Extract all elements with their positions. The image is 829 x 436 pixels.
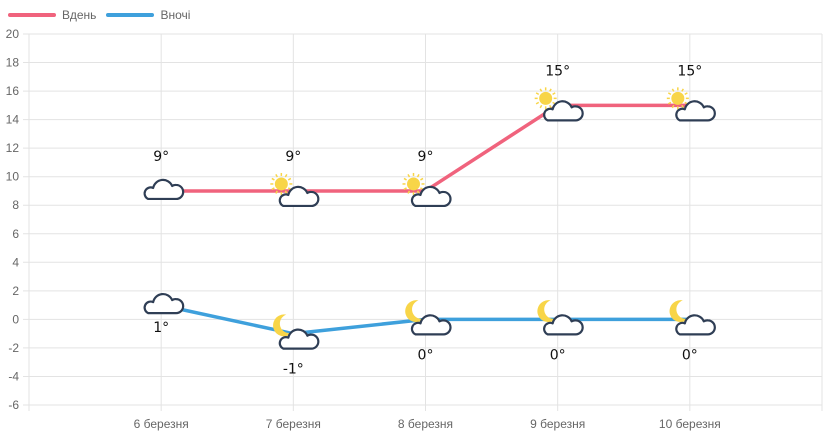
- cloudy-icon: [143, 178, 185, 201]
- temperature-label: 0°: [682, 347, 698, 363]
- y-tick-label: 10: [6, 170, 20, 184]
- y-tick-label: 18: [6, 56, 20, 70]
- legend-item-day[interactable]: Вдень: [8, 8, 96, 22]
- partly-cloudy-day-icon: [534, 87, 584, 122]
- x-tick-label: 7 березня: [266, 417, 321, 431]
- temperature-label: 9°: [153, 149, 169, 165]
- y-tick-label: -2: [8, 341, 19, 355]
- cloudy-icon: [143, 293, 185, 315]
- temperature-labels: 9° 9° 9° 15° 15° 1° -1° 0° 0° 0°: [153, 63, 702, 377]
- legend-label-night: Вночі: [160, 8, 191, 22]
- temperature-label: 15°: [677, 63, 702, 79]
- y-tick-label: -6: [8, 398, 19, 412]
- weather-icons: [143, 87, 716, 350]
- temperature-label: 0°: [550, 347, 566, 363]
- y-tick-label: 12: [6, 141, 20, 155]
- x-tick-label: 9 березня: [530, 417, 585, 431]
- x-tick-label: 10 березня: [659, 417, 721, 431]
- partly-cloudy-day-icon: [666, 87, 716, 122]
- chart-legend: Вдень Вночі: [8, 8, 200, 22]
- partly-cloudy-night-icon: [669, 300, 716, 336]
- temperature-label: -1°: [283, 362, 304, 378]
- temperature-label: 15°: [545, 63, 570, 79]
- y-tick-label: 6: [12, 227, 19, 241]
- x-tick-label: 6 березня: [134, 417, 189, 431]
- temperature-label: 1°: [153, 320, 169, 336]
- y-tick-label: 20: [6, 27, 20, 41]
- temperature-label: 9°: [418, 149, 434, 165]
- partly-cloudy-night-icon: [405, 300, 452, 336]
- x-tick-label: 8 березня: [398, 417, 453, 431]
- y-tick-label: 16: [6, 84, 20, 98]
- x-axis: 6 березня 7 березня 8 березня 9 березня 10 б…: [134, 417, 721, 431]
- y-tick-label: 2: [12, 284, 19, 298]
- partly-cloudy-day-icon: [402, 172, 452, 208]
- temperature-label: 9°: [285, 149, 301, 165]
- y-tick-label: -4: [8, 369, 19, 383]
- y-tick-label: 0: [12, 312, 19, 326]
- y-tick-label: 8: [12, 198, 19, 212]
- legend-label-day: Вдень: [62, 8, 97, 22]
- y-tick-label: 4: [12, 255, 19, 269]
- temperature-label: 0°: [418, 347, 434, 363]
- partly-cloudy-night-icon: [273, 314, 320, 350]
- legend-item-night[interactable]: Вночі: [106, 8, 190, 22]
- y-tick-label: 14: [6, 113, 20, 127]
- chart-grid: [23, 33, 823, 411]
- legend-swatch-night: [106, 13, 155, 17]
- partly-cloudy-day-icon: [270, 172, 320, 208]
- legend-swatch-day: [8, 13, 56, 17]
- partly-cloudy-night-icon: [537, 300, 584, 336]
